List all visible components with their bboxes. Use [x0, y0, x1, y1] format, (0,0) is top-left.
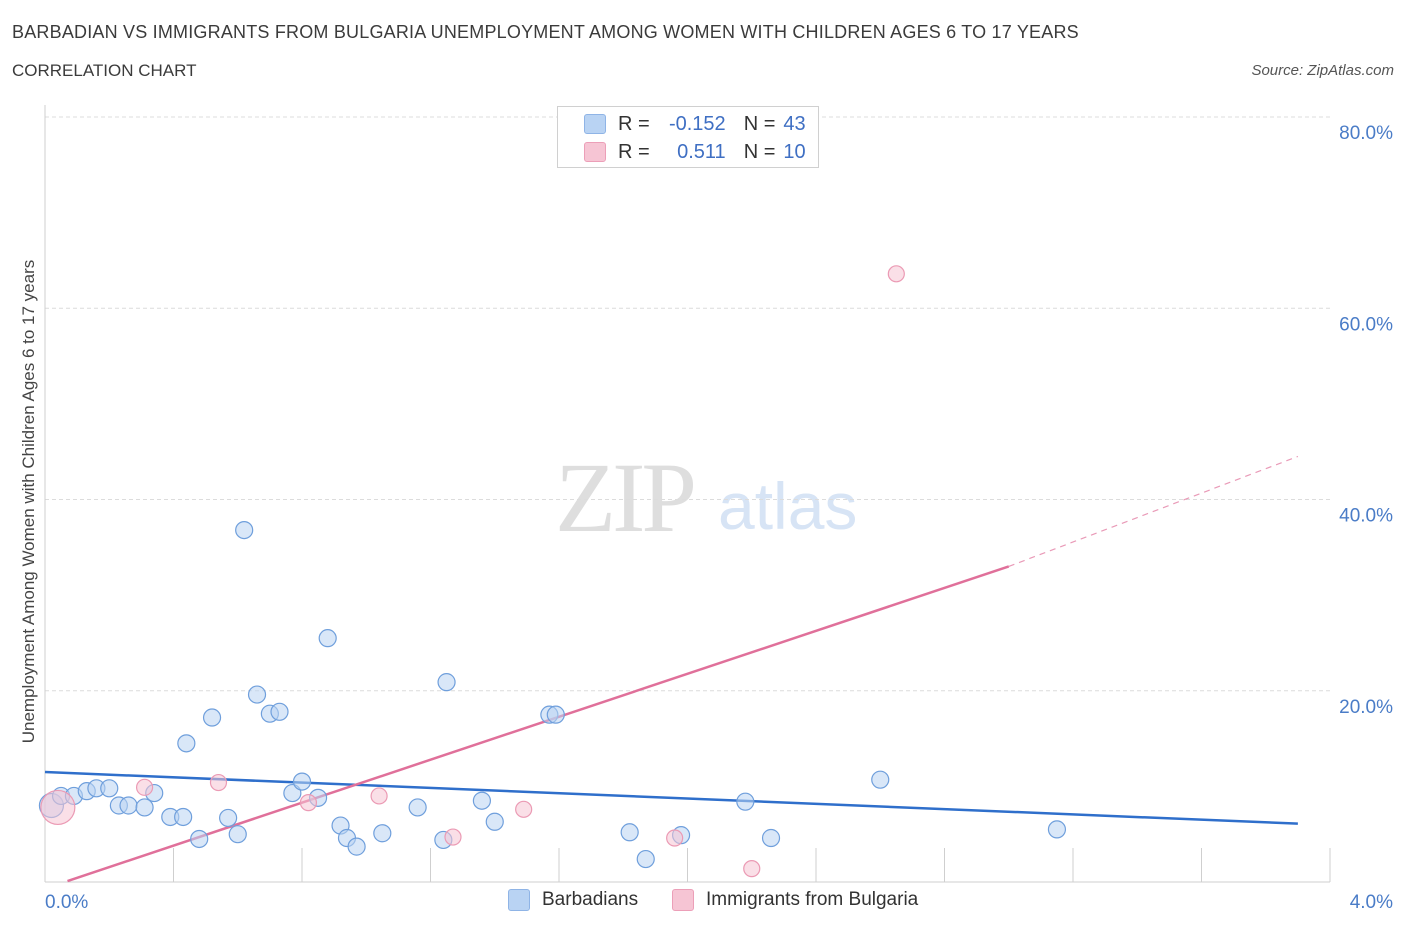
point-barbadians [546, 705, 565, 724]
legend-swatch-barbadians [584, 114, 606, 134]
point-barbadians [485, 812, 504, 831]
point-barbadians [270, 702, 289, 721]
watermark-atlas: atlas [718, 469, 858, 543]
trend-lines [44, 455, 1299, 883]
point-barbadians [235, 520, 254, 540]
point-barbadians [472, 791, 491, 810]
point-bulgaria [135, 778, 154, 796]
data-points [38, 265, 1067, 878]
trend-line-bulgaria [67, 565, 1010, 883]
axes [44, 105, 1331, 883]
point-bulgaria [209, 773, 228, 792]
point-bulgaria [444, 828, 462, 846]
legend-r-label: R = [618, 140, 650, 163]
point-bulgaria [743, 860, 761, 878]
point-barbadians [408, 798, 427, 817]
y-tick-label: 80.0% [1339, 123, 1393, 144]
legend-swatch-bulgaria [672, 889, 694, 911]
legend-label-barbadians: Barbadians [542, 889, 639, 910]
point-barbadians [761, 828, 781, 848]
legend-label-bulgaria: Immigrants from Bulgaria [706, 889, 919, 910]
point-barbadians [620, 823, 639, 842]
point-barbadians [228, 825, 247, 844]
point-barbadians [135, 798, 154, 817]
point-bulgaria [666, 829, 684, 847]
trend-line-bulgaria-extension [1008, 455, 1299, 567]
legend-n-label: N = [743, 112, 776, 135]
legend-r-value: -0.152 [668, 112, 726, 135]
point-barbadians [1047, 820, 1067, 839]
legend-n-value: 10 [783, 140, 806, 163]
legend-item-bulgaria[interactable]: Immigrants from Bulgaria [672, 889, 918, 911]
point-barbadians [202, 708, 222, 727]
legend-row-bulgaria: R = 0.511 N = 10 [584, 139, 806, 165]
point-barbadians [247, 685, 267, 704]
y-tick-label: 20.0% [1339, 697, 1393, 718]
chart-subtitle: CORRELATION CHART [12, 61, 197, 80]
point-barbadians [292, 772, 312, 791]
x-tick-label: 4.0% [1350, 892, 1393, 913]
correlation-legend: R = -0.152 N = 43 R = 0.511 N = 10 [557, 106, 819, 168]
point-barbadians [318, 629, 337, 648]
legend-item-barbadians[interactable]: Barbadians [508, 889, 638, 911]
point-barbadians [347, 837, 366, 856]
axis-labels: 20.0% 40.0% 60.0% 80.0% 0.0% 4.0% Unemployment… [19, 123, 1393, 913]
point-bulgaria [370, 787, 388, 805]
watermark-zip: ZIP [555, 442, 697, 553]
point-barbadians [174, 807, 193, 827]
y-tick-label: 40.0% [1339, 506, 1393, 527]
point-barbadians [219, 808, 238, 828]
point-barbadians [177, 734, 196, 753]
grid-lines [45, 116, 1330, 692]
point-barbadians [373, 824, 392, 843]
source-label: Source: ZipAtlas.com [1251, 62, 1394, 79]
legend-row-barbadians: R = -0.152 N = 43 [584, 111, 806, 137]
point-bulgaria [299, 794, 318, 812]
legend-swatch-barbadians [508, 889, 530, 911]
legend-n-label: N = [743, 140, 776, 163]
point-bulgaria [887, 265, 905, 283]
point-bulgaria [40, 789, 76, 826]
point-barbadians [736, 792, 755, 811]
legend-r-label: R = [618, 112, 650, 135]
point-barbadians [636, 849, 655, 869]
point-barbadians [100, 779, 119, 798]
legend-r-value: 0.511 [677, 140, 726, 163]
y-tick-label: 60.0% [1339, 314, 1393, 335]
series-legend: Barbadians Immigrants from Bulgaria [0, 889, 1406, 915]
legend-n-value: 43 [783, 112, 806, 135]
point-bulgaria [515, 800, 533, 818]
point-barbadians [437, 673, 456, 692]
y-axis-label: Unemployment Among Women with Children A… [19, 260, 38, 744]
x-tick-label: 0.0% [45, 892, 88, 913]
point-barbadians [119, 796, 138, 815]
trend-line-barbadians [44, 770, 1298, 825]
point-barbadians [190, 829, 209, 849]
legend-swatch-bulgaria [584, 142, 606, 162]
point-barbadians [871, 770, 890, 789]
chart-title: BARBADIAN VS IMMIGRANTS FROM BULGARIA UN… [12, 22, 1079, 42]
